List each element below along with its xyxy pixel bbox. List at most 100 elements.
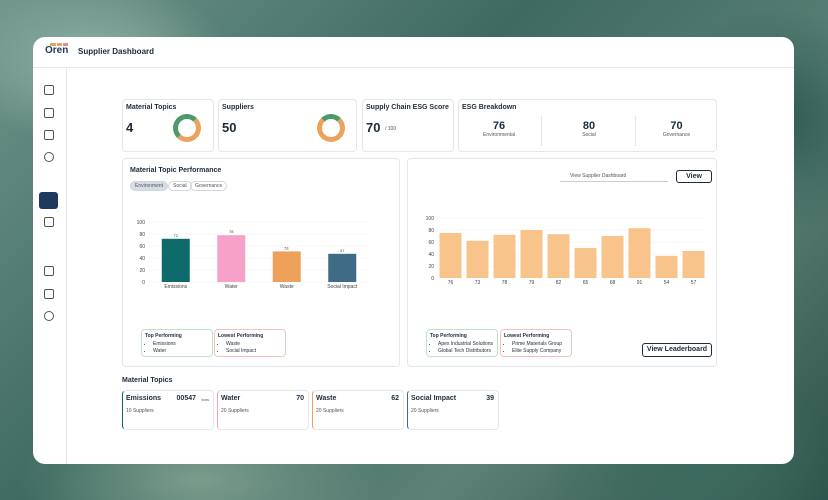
bar <box>217 235 246 282</box>
esg-label: Environmental <box>483 132 515 138</box>
nav-icon[interactable] <box>44 217 54 227</box>
card-title: Suppliers <box>222 104 254 111</box>
esg-label: Social <box>582 132 596 138</box>
topic-card: Emissions 00547 tons 10 Suppliers <box>122 390 214 430</box>
y-tick-label: 100 <box>137 220 146 226</box>
tab[interactable]: Governance <box>190 181 228 191</box>
box-title: Top Performing <box>430 333 467 339</box>
topic-name: Social Impact <box>411 395 457 402</box>
x-tick-label: 78 <box>502 280 508 286</box>
dropdown[interactable]: View Supplier Dashboard <box>560 171 668 182</box>
y-tick-label: 20 <box>428 264 434 270</box>
x-tick-label: 73 <box>475 280 481 286</box>
bar <box>628 228 651 278</box>
list-item: Global Tech Distributors <box>438 348 493 355</box>
value-label: 47 <box>340 248 345 253</box>
topic-suppliers: 10 Suppliers <box>126 408 154 414</box>
nav-icon[interactable] <box>44 130 54 140</box>
esg-value: 80 <box>582 120 596 132</box>
x-tick-label: 54 <box>664 280 670 286</box>
tab[interactable]: Environment <box>130 181 169 191</box>
view-button[interactable]: View <box>676 170 712 183</box>
sidebar <box>33 67 67 464</box>
nav-icon[interactable] <box>44 311 54 321</box>
topic-value: 39 <box>486 395 494 402</box>
box-title: Lowest Performing <box>504 333 550 339</box>
y-tick-label: 0 <box>431 276 434 282</box>
topic-suppliers: 20 Suppliers <box>411 408 439 414</box>
y-tick-label: 100 <box>426 216 435 222</box>
summary-card: ESG Breakdown 76 Environmental 80 Social… <box>458 99 717 152</box>
bar <box>466 240 489 278</box>
topic-suppliers: 20 Suppliers <box>221 408 249 414</box>
x-tick-label: 91 <box>637 280 643 286</box>
leaderboard-button[interactable]: View Leaderboard <box>642 343 712 357</box>
topic-suppliers: 20 Suppliers <box>316 408 344 414</box>
nav-icon[interactable] <box>44 152 54 162</box>
list-item: Water <box>153 348 176 355</box>
bar <box>601 236 624 278</box>
topic-value: 70 <box>296 395 304 402</box>
card-title: Supply Chain ESG Score <box>366 104 449 111</box>
bar <box>439 233 462 278</box>
list-item: Social Impact <box>226 348 256 355</box>
panel-title: Material Topic Performance <box>130 167 222 174</box>
summary-card: Supply Chain ESG Score 70 / 100 <box>362 99 454 152</box>
topic-card: Water 70 20 Suppliers <box>217 390 309 430</box>
esg-item: 76 Environmental <box>459 120 539 138</box>
nav-icon[interactable] <box>44 289 54 299</box>
card-value: 4 <box>126 120 134 135</box>
y-tick-label: 40 <box>139 256 145 262</box>
x-tick-label: 65 <box>583 280 589 286</box>
esg-value: 70 <box>670 120 683 132</box>
topic-value: 62 <box>391 395 399 402</box>
logo[interactable]: Oren <box>45 45 69 56</box>
topic-name: Water <box>221 395 241 402</box>
nav-icon[interactable] <box>44 85 54 95</box>
topic-name: Waste <box>316 395 337 402</box>
nav-icon[interactable] <box>44 108 54 118</box>
value-label: 72 <box>174 233 179 238</box>
bar <box>161 238 190 282</box>
x-tick-label: 57 <box>691 280 697 286</box>
top-box: Top Performing Apex Industrial Solutions… <box>426 329 498 357</box>
y-tick-label: 60 <box>139 244 145 250</box>
x-tick-label: Water <box>225 284 238 290</box>
list-item: Emissions <box>153 341 176 348</box>
value-label: 78 <box>229 229 234 234</box>
y-tick-label: 40 <box>428 252 434 258</box>
bar <box>328 253 357 282</box>
esg-item: 80 Social <box>545 120 633 138</box>
esg-value: 76 <box>492 120 506 132</box>
topic-unit: tons <box>201 397 209 402</box>
y-tick-label: 60 <box>428 240 434 246</box>
topic-card: Social Impact 39 20 Suppliers <box>407 390 499 430</box>
lowest-box: Lowest Performing WasteSocial Impact <box>214 329 286 357</box>
logo-dots <box>50 43 68 46</box>
divider <box>635 116 636 146</box>
donut <box>317 114 345 142</box>
nav-icon-active[interactable] <box>39 192 58 209</box>
bar <box>547 234 570 278</box>
esg-label: Governance <box>662 132 691 138</box>
performance-chart: 0 20 40 60 80 100 72 Emissions 78 Water 51 Waste 47 S… <box>137 220 370 290</box>
box-title: Top Performing <box>145 333 182 339</box>
card-value: 50 <box>222 120 237 135</box>
tab[interactable]: Social <box>168 181 192 191</box>
x-tick-label: 82 <box>556 280 562 286</box>
box-title: Lowest Performing <box>218 333 264 339</box>
lowest-box: Lowest Performing Prime Materials GroupE… <box>500 329 572 357</box>
list-item: Elite Supply Company <box>512 348 562 355</box>
summary-card: Material Topics 4 <box>122 99 214 152</box>
section-title: Material Topics <box>122 377 173 384</box>
app-window: Oren Supplier Dashboard Material Topics … <box>33 37 794 464</box>
y-tick-label: 20 <box>139 268 145 274</box>
topic-value: 00547 <box>176 395 196 402</box>
x-tick-label: 68 <box>610 280 616 286</box>
bar <box>493 234 516 278</box>
y-tick-label: 0 <box>142 280 145 286</box>
nav-icon[interactable] <box>44 266 54 276</box>
x-tick-label: Social Impact <box>327 284 358 290</box>
x-tick-label: Emissions <box>164 284 187 290</box>
